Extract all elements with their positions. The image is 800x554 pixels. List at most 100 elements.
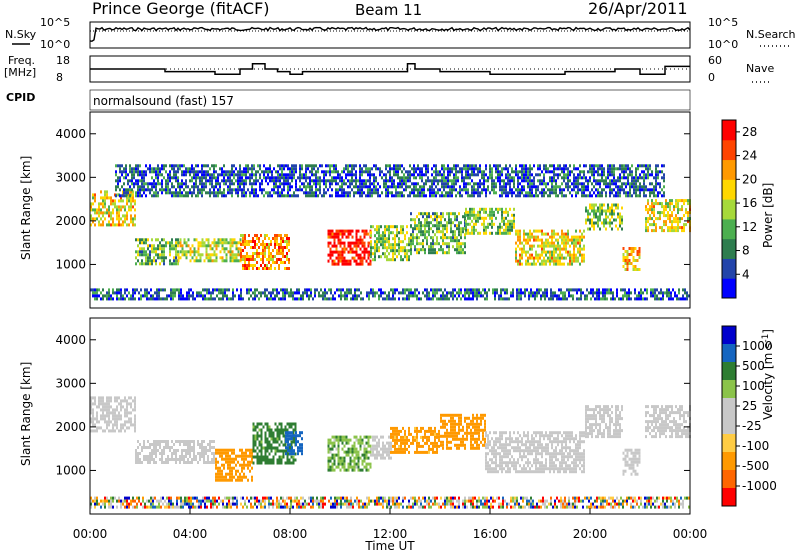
scatter-cell [100,297,102,301]
scatter-cell [397,167,399,171]
scatter-cell [217,241,220,245]
scatter-cell [477,188,479,192]
scatter-cell [317,194,319,198]
scatter-cell [473,228,475,232]
scatter-cell [354,297,356,301]
scatter-cell [209,194,211,198]
scatter-cell [551,164,553,168]
scatter-cell [516,297,518,301]
scatter-cell [122,399,124,403]
scatter-cell [663,173,665,177]
scatter-cell [434,288,436,292]
scatter-cell [378,225,380,229]
scatter-cell [346,291,348,295]
scatter-cell [656,297,658,301]
scatter-cell [491,210,493,214]
scatter-cell [219,191,221,195]
scatter-cell [439,194,441,198]
scatter-cell [426,230,428,234]
scatter-cell [122,214,124,218]
scatter-cell [657,176,659,180]
scatter-cell [96,297,98,301]
scatter-cell [355,244,358,248]
scatter-cell [201,170,203,174]
scatter-cell [373,179,375,183]
scatter-cell [503,216,505,220]
scatter-cell [139,238,141,242]
scatter-cell [201,238,204,242]
scatter-cell [567,185,569,189]
scatter-cell [477,182,479,186]
scatter-cell [155,185,157,189]
scatter-cell [266,288,268,292]
scatter-cell [123,167,125,171]
scatter-cell [599,212,601,216]
scatter-cell [629,173,631,177]
scatter-cell [108,423,110,427]
scatter-cell [524,294,526,298]
scatter-cell [473,173,475,177]
scatter-cell [235,253,238,257]
scatter-cell [146,297,148,301]
scatter-cell [465,167,467,171]
scatter-cell [483,225,485,229]
scatter-cell [333,250,336,254]
scatter-cell [181,170,183,174]
scatter-cell [143,241,145,245]
scatter-cell [553,185,555,189]
scatter-cell [328,297,330,301]
scatter-cell [447,176,449,180]
scatter-cell [638,250,641,253]
nsearch-label: N.Search [746,28,796,41]
scatter-cell [433,179,435,183]
scatter-cell [483,222,485,226]
scatter-cell [308,288,310,292]
scatter-cell [108,297,110,301]
scatter-cell [165,241,167,245]
scatter-cell [370,246,372,250]
scatter-cell [411,173,413,177]
scatter-cell [652,291,654,295]
scatter-cell [327,232,330,236]
scatter-cell [325,179,327,183]
scatter-cell [465,213,467,217]
scatter-cell [262,258,264,261]
scatter-cell [106,196,108,200]
scatter-cell [392,225,394,229]
scatter-cell [461,170,463,174]
scatter-cell [248,255,250,258]
scatter-cell [203,185,205,189]
scatter-cell [688,294,690,298]
scatter-cell [199,244,202,248]
scatter-cell [209,179,211,183]
scatter-cell [392,258,394,262]
scatter-cell [254,297,256,301]
scatter-cell [470,297,472,301]
scatter-cell [165,164,167,168]
scatter-cell [243,191,245,195]
scatter-cell [583,191,585,195]
scatter-cell [288,291,290,295]
scatter-cell [131,176,133,180]
scatter-cell [609,209,611,213]
scatter-cell [599,194,601,198]
scatter-cell [263,194,265,198]
scatter-cell [153,256,155,260]
scatter-cell [452,288,454,292]
scatter-cell [341,247,344,251]
scatter-cell [256,243,258,246]
scatter-cell [262,267,264,270]
scatter-cell [674,294,676,298]
scatter-cell [471,231,473,235]
scatter-cell [98,294,100,298]
scatter-cell [94,223,96,227]
scatter-cell [382,291,384,295]
scatter-cell [385,164,387,168]
scatter-cell [452,212,454,216]
scatter-cell [460,297,462,301]
scatter-cell [609,218,611,222]
scatter-cell [605,215,607,219]
scatter-cell [668,288,670,292]
scatter-cell [410,239,412,243]
scatter-cell [387,194,389,198]
